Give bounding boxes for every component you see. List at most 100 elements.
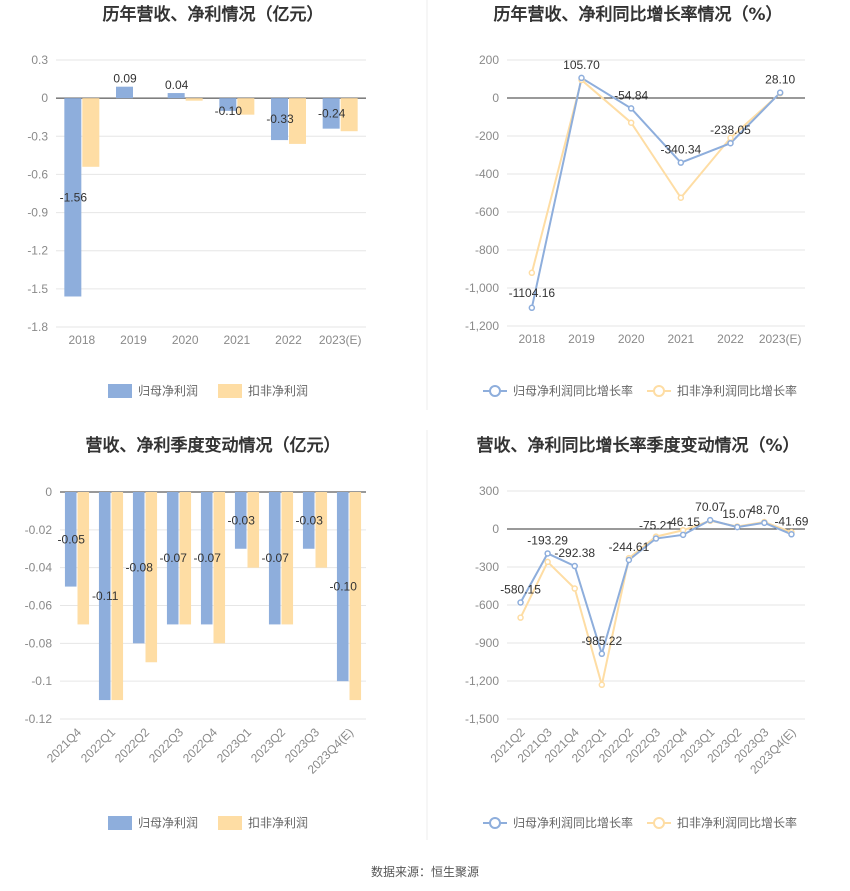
legend-marker-2 xyxy=(653,385,665,397)
legend-marker-1 xyxy=(489,385,501,397)
point-deducted-growth xyxy=(528,269,536,277)
bar-deducted-net-profit xyxy=(82,98,100,167)
point-deducted-growth xyxy=(677,194,685,201)
data-label: -0.07 xyxy=(194,551,222,565)
bar-deducted-net-profit xyxy=(179,492,192,625)
bar-deducted-net-profit xyxy=(213,492,226,644)
chart-title: 历年营收、净利情况（亿元） xyxy=(103,4,324,25)
data-label: -0.10 xyxy=(215,104,243,118)
legend-label-1: 归母净利润同比增长率 xyxy=(513,815,633,830)
chart-annual-growth-rate: 历年营收、净利同比增长率情况（%） 200 0 -200 -400 -600 -800 -1,… xyxy=(465,4,805,398)
point-parent-growth xyxy=(528,304,536,312)
point-parent-growth xyxy=(727,139,734,147)
bar-parent-net-profit xyxy=(271,98,288,141)
chart-quarterly-growth-rate: 营收、净利同比增长率季度变动情况（%） 300 0 -300 -600 -900 -1,20… xyxy=(465,435,809,830)
bar-deducted-net-profit xyxy=(340,98,358,132)
point-deducted-growth xyxy=(571,585,578,592)
data-source-note: 数据来源：恒生聚源 xyxy=(371,864,479,879)
point-deducted-growth xyxy=(517,614,524,621)
line-deducted-growth xyxy=(530,78,781,274)
point-parent-growth xyxy=(706,516,714,524)
y-tick-label: -1.5 xyxy=(27,282,48,296)
data-label: -0.11 xyxy=(92,589,119,603)
data-label: -46.15 xyxy=(666,515,700,529)
data-label: 70.07 xyxy=(695,500,725,514)
bar-parent-net-profit xyxy=(166,492,179,625)
bar-deducted-net-profit xyxy=(247,492,260,568)
y-tick-label: -1,000 xyxy=(465,281,499,295)
x-tick-label: 2019 xyxy=(568,332,595,346)
bar-parent-net-profit xyxy=(234,492,247,549)
data-label: -0.24 xyxy=(318,106,346,120)
data-label: -193.29 xyxy=(527,533,568,547)
y-tick-label: -1.8 xyxy=(27,320,48,334)
legend-label-1: 归母净利润 xyxy=(138,816,198,830)
bar-parent-net-profit xyxy=(200,492,213,625)
legend-label-2: 扣非净利润同比增长率 xyxy=(677,815,797,830)
data-label: -0.07 xyxy=(262,551,290,565)
y-tick-label: -0.9 xyxy=(27,206,48,220)
data-label: -41.69 xyxy=(774,514,808,528)
x-tick-label: 2020 xyxy=(172,333,199,347)
y-tick-label: -300 xyxy=(475,560,499,574)
x-tick-label: 2023Q1 xyxy=(214,725,254,765)
bar-parent-net-profit xyxy=(98,492,111,701)
data-label: -0.05 xyxy=(58,532,86,546)
point-parent-growth xyxy=(625,556,633,564)
bar-parent-net-profit xyxy=(268,492,281,625)
data-label: -0.03 xyxy=(228,513,256,527)
bar-deducted-net-profit xyxy=(111,492,124,701)
y-tick-label: -0.1 xyxy=(31,674,52,688)
data-label: -0.08 xyxy=(126,561,154,575)
data-label: -292.38 xyxy=(554,546,595,560)
y-tick-label: 200 xyxy=(479,53,499,67)
data-label: -54.84 xyxy=(614,88,648,102)
data-label: -340.34 xyxy=(660,143,701,157)
data-label: 0.09 xyxy=(113,72,137,86)
data-label: -238.05 xyxy=(710,123,751,137)
y-tick-label: -1.2 xyxy=(27,244,48,258)
y-tick-label: -0.02 xyxy=(25,523,53,537)
x-tick-label: 2019 xyxy=(120,333,147,347)
x-tick-label: 2022Q3 xyxy=(146,725,186,765)
x-tick-label: 2021 xyxy=(667,332,694,346)
point-deducted-growth xyxy=(598,681,606,689)
bar-parent-net-profit xyxy=(167,93,185,99)
y-tick-label: -0.06 xyxy=(25,599,53,613)
bar-parent-net-profit xyxy=(322,98,340,129)
y-tick-label: -1,200 xyxy=(465,674,499,688)
legend-label-1: 归母净利润 xyxy=(138,384,198,398)
point-deducted-growth xyxy=(627,119,635,126)
x-tick-label: 2022Q2 xyxy=(112,725,152,765)
x-tick-label: 2023(E) xyxy=(319,333,362,347)
data-label: -0.10 xyxy=(330,580,358,594)
bar-parent-net-profit xyxy=(116,86,133,99)
data-label: -244.61 xyxy=(609,540,650,554)
x-tick-label: 2021Q4 xyxy=(44,725,84,765)
y-tick-label: -200 xyxy=(475,129,499,143)
x-tick-label: 2022 xyxy=(717,332,744,346)
legend-label-2: 扣非净利润 xyxy=(248,816,308,830)
x-tick-label: 2022Q4 xyxy=(180,725,220,765)
chart-title: 营收、净利季度变动情况（亿元） xyxy=(86,435,341,456)
point-parent-growth xyxy=(734,523,741,531)
y-tick-label: -0.08 xyxy=(25,636,53,650)
data-label: -75.21 xyxy=(639,519,673,533)
bar-deducted-net-profit xyxy=(349,492,362,701)
point-parent-growth xyxy=(652,535,660,542)
x-tick-label: 2021 xyxy=(223,333,250,347)
bar-deducted-net-profit xyxy=(77,492,90,625)
point-parent-growth xyxy=(571,562,578,570)
bar-parent-net-profit xyxy=(64,98,82,297)
point-parent-growth xyxy=(761,519,768,527)
data-label: 48.70 xyxy=(749,503,779,517)
chart-title: 营收、净利同比增长率季度变动情况（%） xyxy=(476,435,799,456)
y-tick-label: -1,500 xyxy=(465,712,499,726)
chart-title: 历年营收、净利同比增长率情况（%） xyxy=(493,4,782,25)
point-parent-growth xyxy=(679,531,687,539)
bar-parent-net-profit xyxy=(219,98,237,111)
bar-deducted-net-profit xyxy=(185,98,203,101)
data-label: -985.22 xyxy=(581,634,622,648)
data-label: -1104.16 xyxy=(509,286,556,300)
